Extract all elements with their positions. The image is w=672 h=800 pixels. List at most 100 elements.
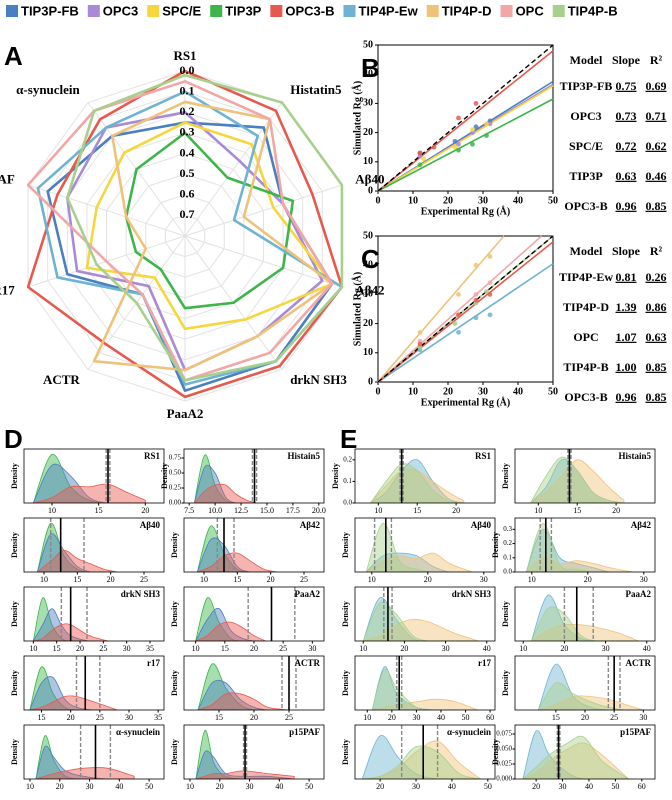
density-area — [362, 745, 481, 779]
category-label: R17 — [0, 282, 15, 297]
x-tick-label: 10 — [519, 644, 527, 653]
legend-swatch — [210, 5, 223, 17]
subplot-title: Aβ40 — [471, 520, 492, 530]
x-tick-label: 12.5 — [234, 506, 248, 515]
subplot-title: RS1 — [475, 451, 492, 461]
table-model: OPC3-B — [564, 199, 607, 213]
r-tick-label: 0.5 — [180, 166, 195, 180]
x-tick-label: 50 — [548, 195, 558, 206]
y-axis-label: Density — [331, 463, 340, 489]
x-tick-label: 15 — [38, 713, 46, 722]
x-tick-label: 20 — [560, 644, 568, 653]
plot-frame — [23, 724, 165, 780]
table-r2: 0.62 — [646, 139, 667, 153]
subplot-title: drkN SH3 — [121, 589, 161, 599]
y-axis-label: Density — [341, 601, 350, 627]
y-axis-label: Density — [10, 739, 19, 765]
density-area — [530, 623, 639, 641]
density-area — [29, 676, 118, 710]
x-tick-label: 20 — [612, 506, 620, 515]
plot-frame — [23, 655, 165, 711]
x-tick-label: 10 — [528, 575, 536, 584]
density-area — [522, 730, 629, 779]
radar-line — [85, 121, 334, 331]
x-tick-label: 20.0 — [312, 506, 326, 515]
x-tick-label: 17.5 — [286, 506, 300, 515]
y-tick-label: 30 — [363, 98, 373, 109]
x-tick-label: 20 — [388, 713, 396, 722]
x-tick-label: 0 — [376, 386, 381, 397]
data-point — [417, 150, 423, 156]
category-label: drkN SH3 — [290, 372, 347, 387]
table-r2: 0.71 — [646, 109, 667, 123]
plot-frame — [514, 448, 656, 504]
density-area — [531, 594, 639, 641]
subplot-title: p15PAF — [620, 727, 651, 737]
subplot-title: Aβ42 — [300, 520, 321, 530]
y-tick-label: 0.50 — [169, 469, 182, 477]
x-tick-label: 15 — [73, 575, 81, 584]
data-point — [484, 121, 489, 127]
r-tick-label: 0.6 — [180, 187, 195, 201]
data-point — [452, 321, 458, 326]
x-axis-label: Experimental Rg (Å) — [421, 205, 510, 217]
table-r2: 0.86 — [646, 300, 667, 314]
x-tick-label: 40 — [275, 782, 283, 791]
data-point — [473, 124, 479, 130]
r-tick-label: 0.4 — [180, 145, 195, 159]
panel-label: E — [340, 424, 357, 454]
x-tick-label: 20 — [532, 782, 540, 791]
density-area — [193, 464, 257, 503]
r-tick-label: 0.3 — [180, 125, 195, 139]
density-area — [538, 695, 644, 710]
radial-axis — [184, 235, 343, 288]
radar-line — [124, 131, 295, 310]
x-tick-label: 40 — [585, 782, 593, 791]
subplot-title: PaaA2 — [626, 589, 652, 599]
plot-frame — [183, 724, 325, 780]
legend-swatch — [552, 5, 565, 17]
r-tick-label: 0.1 — [180, 83, 195, 97]
radial-axis — [184, 184, 343, 237]
plot-frame — [354, 724, 496, 780]
density-area — [195, 607, 266, 641]
y-tick-label: 0.1 — [343, 477, 352, 485]
data-point — [456, 329, 461, 335]
table-model: OPC — [573, 330, 598, 344]
x-tick-label: 15 — [53, 644, 61, 653]
data-point — [417, 341, 423, 347]
fit-line — [377, 50, 554, 192]
data-point — [452, 144, 458, 150]
plot-frame — [23, 517, 165, 573]
subplot-title: ACTR — [625, 658, 651, 668]
r-tick-label: 0.2 — [180, 104, 195, 118]
fit-line — [377, 263, 554, 383]
subplot-title: ACTR — [294, 658, 320, 668]
subplot-title: r17 — [147, 658, 160, 668]
y-axis-label: Simulated Rg (Å) — [351, 272, 363, 346]
y-tick-label: 0.000 — [496, 775, 512, 783]
x-tick-label: 25 — [140, 575, 148, 584]
plot-frame — [23, 448, 165, 504]
table-slope: 0.96 — [616, 390, 637, 404]
x-tick-label: 15.0 — [260, 506, 274, 515]
x-tick-label: 20 — [107, 575, 115, 584]
x-tick-label: 15 — [233, 575, 241, 584]
density-area — [197, 679, 289, 710]
y-tick-label: 0.1 — [503, 553, 512, 561]
data-point — [456, 312, 461, 318]
x-tick-label: 30 — [640, 575, 648, 584]
density-area — [197, 663, 289, 710]
subplot-title: p15PAF — [289, 727, 320, 737]
x-tick-label: 30 — [602, 644, 610, 653]
density-area — [32, 453, 146, 503]
density-area — [29, 666, 118, 710]
plot-frame — [377, 44, 554, 192]
data-point — [452, 138, 458, 144]
data-point — [473, 315, 479, 321]
r-tick-label: 0.0 — [180, 63, 195, 77]
data-point — [470, 127, 475, 133]
y-tick-label: 0.2 — [503, 539, 512, 547]
density-area — [525, 528, 633, 572]
legend-swatch — [500, 5, 513, 17]
